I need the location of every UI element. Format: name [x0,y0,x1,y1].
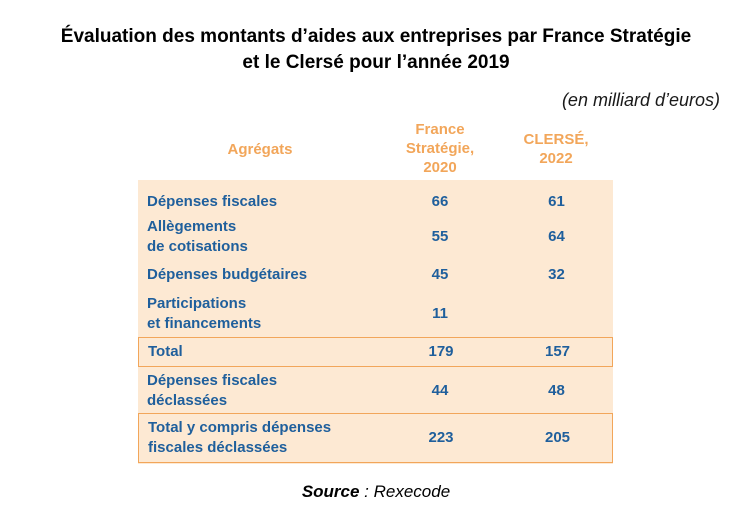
value-clerse: 48 [548,382,565,399]
source-note: Source : Rexecode [0,482,752,502]
header-cl-line: 2022 [539,150,573,167]
header-aggregats: Agrégats [227,141,293,158]
value-clerse: 32 [548,266,565,283]
table-row: Dépenses fiscales déclassées 44 48 [138,369,613,413]
page-title: Évaluation des montants d’aides aux entr… [0,24,752,76]
row-label: Dépenses fiscales déclassées [147,371,377,411]
row-label: Participations et financements [147,294,377,334]
source-text: : Rexecode [359,482,451,501]
row-label-line: fiscales déclassées [148,439,288,456]
row-label: Allègements de cotisations [147,217,377,257]
row-label-line: Dépenses fiscales [147,193,278,210]
row-label-line: et financements [147,315,262,332]
source-label: Source [301,482,360,501]
header-france-strategie: France Stratégie, 2020 [380,120,500,177]
row-label-line: Dépenses fiscales [147,372,278,389]
value-clerse: 61 [548,193,565,210]
value-france-strategie: 11 [432,305,448,322]
row-label-line: Dépenses budgétaires [147,266,308,283]
header-fs-line: Stratégie, [405,140,475,157]
value-france-strategie: 179 [428,343,454,360]
row-label-line: Allègements [147,218,237,235]
table-row: Dépenses budgétaires 45 32 [138,260,613,292]
row-label: Dépenses fiscales [147,192,377,212]
row-label: Total y compris dépenses fiscales déclas… [148,418,378,458]
value-france-strategie: 66 [431,193,449,210]
row-label-line: déclassées [147,392,228,409]
header-clerse: CLERSÉ, 2022 [500,130,612,168]
aid-table: Dépenses fiscales 66 61 Allègements de c… [138,180,613,464]
table-row-total-incl: Total y compris dépenses fiscales déclas… [138,413,613,463]
table-row: Dépenses fiscales 66 61 [138,186,613,218]
value-france-strategie: 223 [428,429,454,446]
value-clerse: 157 [544,343,571,360]
unit-note: (en milliard d’euros) [561,90,720,110]
value-clerse: 64 [548,228,565,245]
value-france-strategie: 45 [431,266,449,283]
table-row: Allègements de cotisations 55 64 [138,216,613,260]
value-france-strategie: 55 [431,228,449,245]
table-row: Participations et financements 11 [138,292,613,336]
row-label: Total [148,342,378,362]
title-line-1: Évaluation des montants d’aides aux entr… [60,26,692,47]
value-clerse: 205 [544,429,571,446]
header-fs-line: France [415,121,465,138]
header-cl-line: CLERSÉ, [523,131,589,148]
row-label-line: Total y compris dépenses [148,419,332,436]
header-fs-line: 2020 [423,159,457,176]
value-france-strategie: 44 [431,382,449,399]
row-label-line: Participations [147,295,247,312]
table-row-total: Total 179 157 [138,337,613,367]
row-label-line: Total [148,343,183,360]
row-label-line: de cotisations [147,238,248,255]
title-line-2: et le Clersé pour l’année 2019 [242,52,510,73]
row-label: Dépenses budgétaires [147,265,377,285]
